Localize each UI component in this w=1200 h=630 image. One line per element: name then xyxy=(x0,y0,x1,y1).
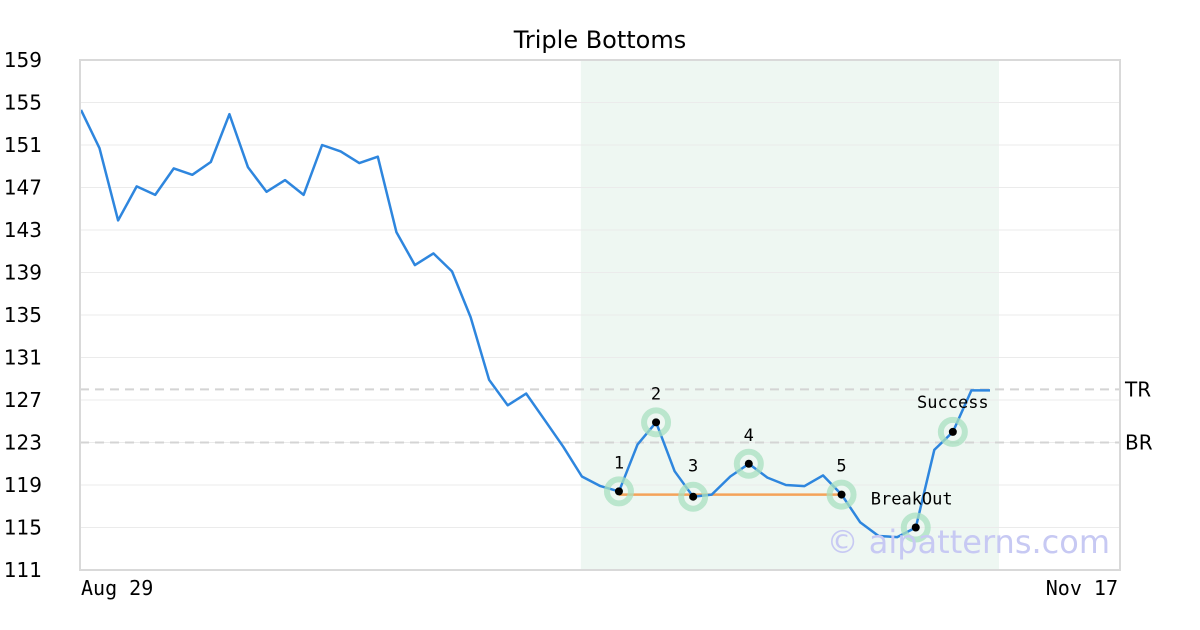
level-label-br: BR xyxy=(1125,431,1153,455)
marker-label-2: 2 xyxy=(651,384,661,404)
y-tick-label: 119 xyxy=(4,473,42,497)
marker-point-breakout xyxy=(911,523,920,532)
marker-point-3 xyxy=(689,492,698,501)
series-layer xyxy=(79,109,990,539)
marker-point-1 xyxy=(614,487,623,496)
y-tick-label: 139 xyxy=(4,261,42,285)
y-tick-label: 123 xyxy=(4,431,42,455)
y-tick-label: 111 xyxy=(4,558,42,582)
marker-halo-1 xyxy=(603,476,634,507)
plot-frame xyxy=(79,59,1121,571)
price-series-line xyxy=(79,109,990,539)
marker-point-5 xyxy=(837,490,846,499)
marker-halo-4 xyxy=(733,448,764,479)
x-tick-label-start: Aug 29 xyxy=(81,576,153,600)
marker-label-3: 3 xyxy=(688,457,698,477)
marker-label-1: 1 xyxy=(614,453,624,473)
y-tick-label: 151 xyxy=(4,133,42,157)
y-tick-label: 155 xyxy=(4,91,42,115)
y-tick-label: 143 xyxy=(4,218,42,242)
y-tick-label: 159 xyxy=(4,48,42,72)
marker-label-5: 5 xyxy=(836,457,846,477)
marker-point-2 xyxy=(652,418,661,427)
y-tick-label: 131 xyxy=(4,346,42,370)
y-tick-label: 115 xyxy=(4,516,42,540)
marker-halo-3 xyxy=(678,481,709,512)
marker-halo-5 xyxy=(826,479,857,510)
y-tick-label: 127 xyxy=(4,388,42,412)
markers-layer: 1 2 3 4 5 BreakOut Success xyxy=(603,384,989,543)
chart-title: Triple Bottoms xyxy=(513,26,687,54)
watermark: © aipatterns.com xyxy=(827,523,1110,561)
level-label-tr: TR xyxy=(1124,377,1151,401)
marker-label-4: 4 xyxy=(744,426,754,446)
marker-label-breakout: BreakOut xyxy=(871,490,953,510)
marker-label-success: Success xyxy=(917,393,989,413)
y-tick-label: 147 xyxy=(4,176,42,200)
marker-halo-success xyxy=(937,416,968,447)
marker-point-success xyxy=(948,427,957,436)
x-tick-label-end: Nov 17 xyxy=(1046,576,1118,600)
levels-layer: TR BR xyxy=(80,377,1153,455)
y-tick-label: 135 xyxy=(4,303,42,327)
marker-halo-breakout xyxy=(900,512,931,543)
marker-halo-2 xyxy=(641,407,672,438)
axes-layer: 111115119123127131135139143147151155159A… xyxy=(4,48,1121,600)
marker-point-4 xyxy=(744,459,753,468)
